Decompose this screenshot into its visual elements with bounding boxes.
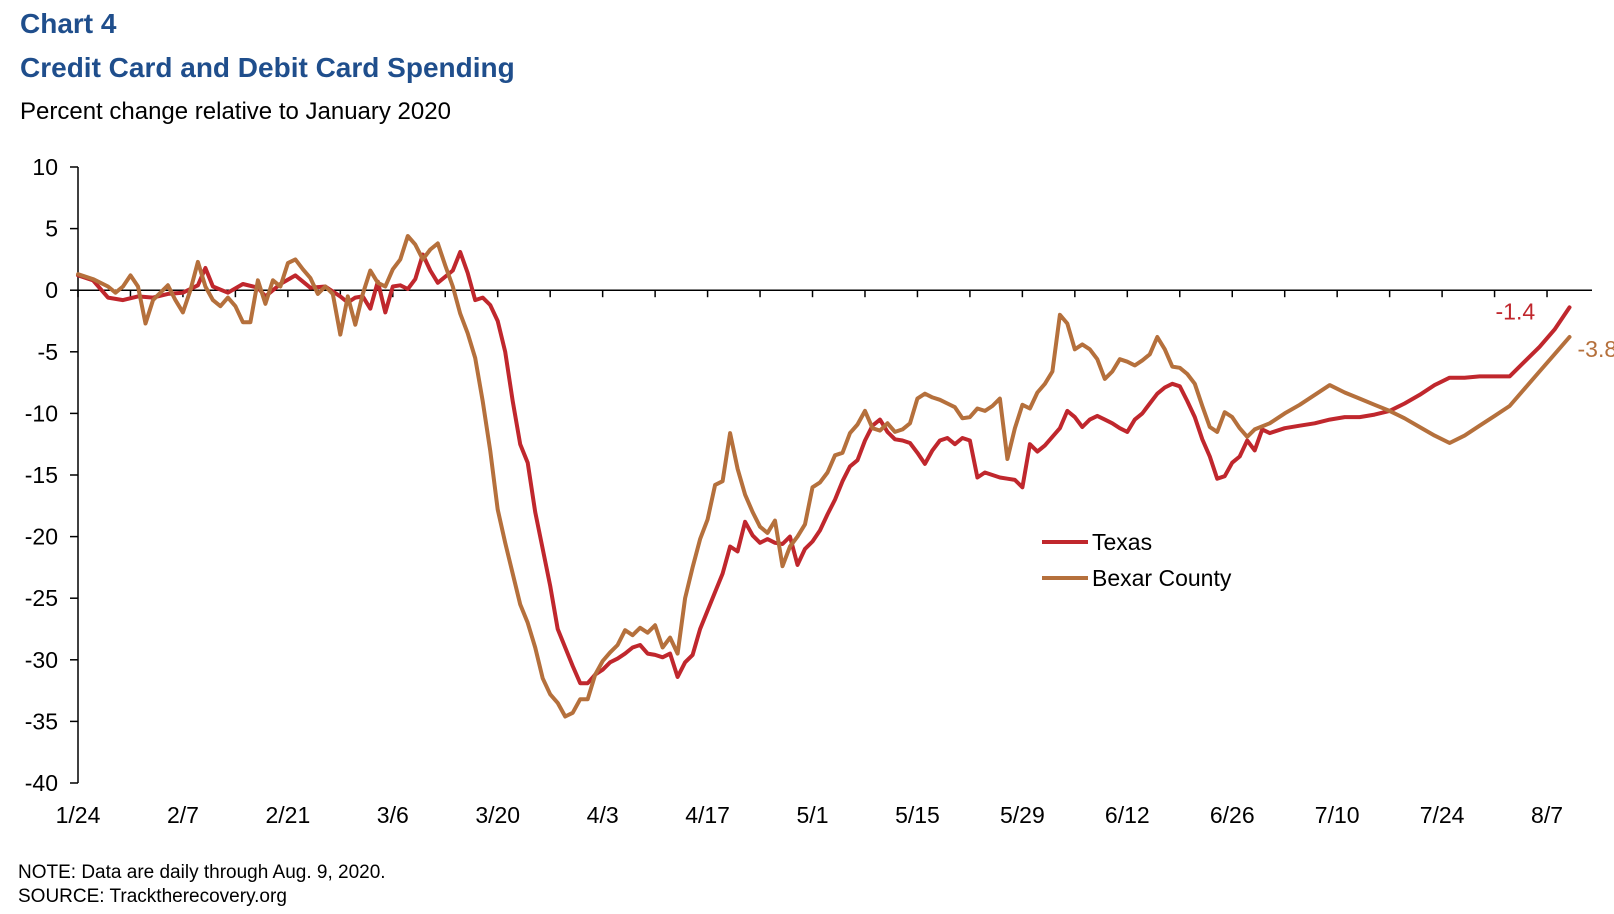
- chart-title: Credit Card and Debit Card Spending: [20, 52, 515, 83]
- y-tick-label: -25: [25, 585, 58, 611]
- end-label-bexar-county: -3.8: [1578, 336, 1614, 362]
- y-tick-label: -20: [25, 524, 58, 550]
- x-tick-label: 3/6: [377, 802, 409, 828]
- axes: 10 5 0 -5 -10 -15 -20 -25 -30 -35 -40 1/24 2/7 2/21 3/…: [25, 154, 1592, 828]
- y-tick-label: 10: [32, 154, 58, 180]
- x-tick-label: 3/20: [475, 802, 520, 828]
- y-tick-label: -30: [25, 647, 58, 673]
- x-tick-label: 4/3: [587, 802, 619, 828]
- series-lines: [76, 234, 1572, 719]
- x-tick-label: 2/21: [265, 802, 310, 828]
- chart-number: Chart 4: [20, 8, 117, 39]
- y-tick-label: -10: [25, 400, 58, 426]
- y-tick-label: 5: [45, 216, 58, 242]
- series-line-texas: [76, 250, 1572, 686]
- y-tick-label: -5: [38, 339, 58, 365]
- chart-note: NOTE: Data are daily through Aug. 9, 202…: [18, 862, 386, 883]
- x-tick-label: 7/24: [1420, 802, 1465, 828]
- x-tick-label: 1/24: [56, 802, 101, 828]
- end-label-texas: -1.4: [1496, 298, 1536, 324]
- end-labels: -1.4 -3.8: [1496, 298, 1614, 362]
- x-tick-label: 5/29: [1000, 802, 1045, 828]
- x-tick-label: 5/1: [797, 802, 829, 828]
- legend-label: Bexar County: [1092, 565, 1232, 591]
- y-tick-label: -35: [25, 708, 58, 734]
- y-tick-label: -40: [25, 770, 58, 796]
- x-tick-label: 6/26: [1210, 802, 1255, 828]
- chart-subtitle: Percent change relative to January 2020: [20, 98, 451, 125]
- legend: Texas Bexar County: [1042, 529, 1232, 591]
- x-tick-label: 4/17: [685, 802, 730, 828]
- y-tick-label: 0: [45, 277, 58, 303]
- legend-label: Texas: [1092, 529, 1152, 555]
- x-tick-label: 6/12: [1105, 802, 1150, 828]
- chart-source: SOURCE: Tracktherecovery.org: [18, 886, 287, 907]
- series-line-bexar-county: [76, 234, 1572, 719]
- y-tick-label: -15: [25, 462, 58, 488]
- x-tick-label: 5/15: [895, 802, 940, 828]
- x-tick-label: 7/10: [1315, 802, 1360, 828]
- x-tick-label: 8/7: [1531, 802, 1563, 828]
- x-tick-label: 2/7: [167, 802, 199, 828]
